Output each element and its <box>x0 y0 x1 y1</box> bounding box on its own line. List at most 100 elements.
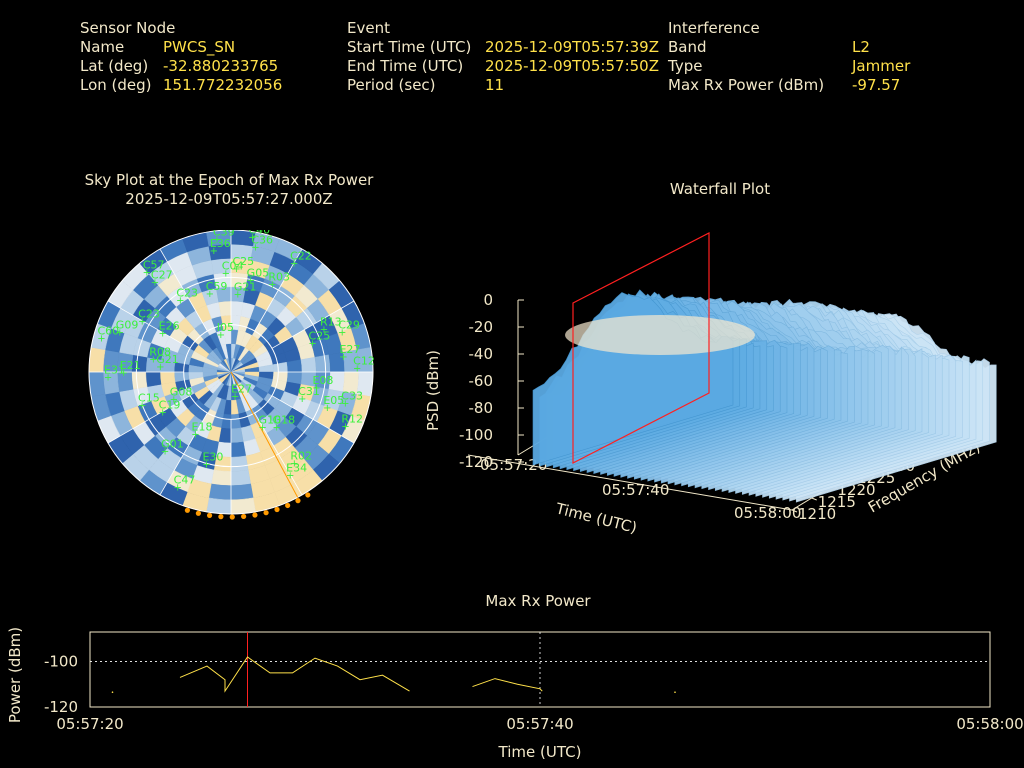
satellite-e21: +E21 <box>120 359 141 379</box>
satellite-label: I05 <box>217 321 234 334</box>
interference-power-value: -97.57 <box>852 76 901 94</box>
jammer-marker <box>274 506 280 513</box>
jammer-marker <box>218 514 224 520</box>
satellite-label: G18 <box>273 413 296 426</box>
satellite-e26: +E26 <box>158 320 179 340</box>
satellite-marker: + <box>173 482 181 493</box>
satellite-g18: +G18 <box>272 413 295 433</box>
jammer-marker <box>206 512 213 519</box>
satellite-marker: + <box>158 329 166 340</box>
satellite-c23: +C23 <box>176 287 198 307</box>
satellite-c33: +C33 <box>341 390 363 410</box>
sky-plot-title: Sky Plot at the Epoch of Max Rx Power <box>84 171 374 189</box>
satellite-c36: +C36 <box>251 234 273 254</box>
waterfall-time-tick-2: 05:58:00 <box>734 504 801 522</box>
satellite-marker: + <box>323 403 331 414</box>
satellite-c59: +C59 <box>206 280 228 300</box>
waterfall-peak-highlight <box>565 315 755 355</box>
satellite-label: R12 <box>341 412 363 425</box>
sensor-lat-value: -32.880233765 <box>163 57 279 75</box>
sensor-name-label: Name <box>80 38 125 56</box>
event-start-value: 2025-12-09T05:57:39Z <box>485 38 659 56</box>
satellite-marker: + <box>104 372 112 383</box>
satellite-label: G21 <box>234 280 257 293</box>
waterfall-z-tick: -40 <box>469 345 494 363</box>
jammer-marker <box>305 492 311 498</box>
satellite-label: C23 <box>138 308 160 321</box>
satellite-c47: +C47 <box>173 473 195 493</box>
satellite-label: E08 <box>312 374 333 387</box>
sky-grid <box>88 230 374 515</box>
satellite-label: E26 <box>159 320 180 333</box>
satellite-label: C12 <box>353 355 375 368</box>
satellite-marker: + <box>272 422 280 433</box>
satellite-label: C39 <box>213 230 235 239</box>
satellite-marker: + <box>97 333 105 344</box>
satellite-label: R03 <box>268 270 290 283</box>
jammer-marker <box>229 514 235 520</box>
interference-power-label: Max Rx Power (dBm) <box>668 76 825 94</box>
waterfall-z-tick: -60 <box>469 372 494 390</box>
satellite-label: G09 <box>116 319 139 332</box>
satellite-c19: +C19 <box>158 398 180 418</box>
satellite-label: C15 <box>138 391 160 404</box>
satellite-label: C47 <box>174 473 196 486</box>
satellite-marker: + <box>138 400 146 411</box>
jammer-marker <box>184 507 190 513</box>
satellite-marker: + <box>246 275 254 286</box>
satellite-c15: +C15 <box>138 391 160 411</box>
satellite-c25: +C25 <box>308 329 330 349</box>
satellite-label: E05 <box>323 394 344 407</box>
chart-title: Max Rx Power <box>485 592 591 610</box>
satellite-marker: + <box>156 362 164 373</box>
waterfall-time-slice <box>572 232 710 464</box>
satellite-r02: +R02 <box>290 449 312 469</box>
satellite-marker: + <box>149 354 157 365</box>
sensor-name-value: PWCS_SN <box>163 38 236 56</box>
satellite-g21: +G21 <box>234 280 257 300</box>
satellite-label: G08 <box>170 386 193 399</box>
satellite-label: E18 <box>192 420 213 433</box>
satellite-marker: + <box>210 246 218 257</box>
waterfall-surface <box>532 289 997 503</box>
satellite-marker: + <box>151 277 159 288</box>
satellite-c29: +C29 <box>338 319 360 339</box>
satellite-marker: + <box>320 325 328 336</box>
satellite-label: C22 <box>290 250 312 263</box>
chart-x-axis-label: Time (UTC) <box>498 743 582 761</box>
satellite-c22: +C22 <box>290 250 312 270</box>
power-line-segment <box>472 678 543 692</box>
jammer-marker <box>285 502 291 509</box>
jammer-markers <box>184 492 311 520</box>
satellite-label: C19 <box>159 398 181 411</box>
jammer-marker <box>295 498 301 504</box>
satellite-label: C23 <box>176 287 198 300</box>
satellite-label: E27 <box>339 343 360 356</box>
satellite-marker: + <box>353 364 361 375</box>
satellite-label: E34 <box>286 461 307 474</box>
power-point <box>111 691 114 694</box>
satellite-e27: +E27 <box>339 343 360 363</box>
satellite-marker: + <box>161 447 169 458</box>
satellite-r13: +R13 <box>320 316 342 336</box>
satellite-marker: + <box>176 296 184 307</box>
waterfall-time-tick-0: 05:57:20 <box>480 456 547 474</box>
waterfall-z-tick: -100 <box>459 426 493 444</box>
sky-plot-epoch: 2025-12-09T05:57:27.000Z <box>125 190 333 208</box>
interference-band-value: L2 <box>852 38 870 56</box>
satellite-marker: + <box>170 395 178 406</box>
satellite-marker: + <box>268 279 276 290</box>
satellite-e18: +E18 <box>191 420 212 440</box>
satellite-marker: + <box>143 268 151 279</box>
waterfall-z-tick: -80 <box>469 399 494 417</box>
satellite-label: C57 <box>143 259 165 272</box>
satellite-g09: +G09 <box>116 319 139 339</box>
chart-x-tick: 05:57:40 <box>506 715 573 733</box>
satellite-label: G10 <box>259 414 282 427</box>
satellite-c23: +C23 <box>138 308 160 328</box>
jammer-marker <box>263 510 269 516</box>
satellite-label: R13 <box>320 316 342 329</box>
jammer-marker <box>252 512 258 518</box>
sensor-lat-label: Lat (deg) <box>80 57 149 75</box>
